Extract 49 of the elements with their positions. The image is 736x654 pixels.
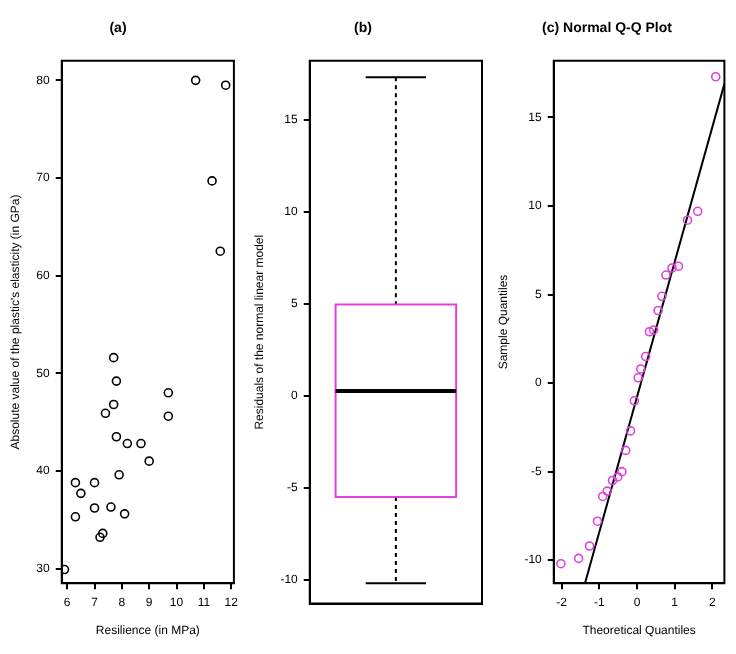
point xyxy=(661,270,671,280)
point xyxy=(95,532,105,543)
point xyxy=(163,387,174,398)
point xyxy=(617,466,627,477)
point xyxy=(100,408,111,419)
point xyxy=(89,477,100,488)
point xyxy=(190,75,201,86)
point xyxy=(114,470,124,480)
point xyxy=(640,351,651,362)
point xyxy=(144,456,154,466)
point xyxy=(119,509,130,519)
point xyxy=(635,364,646,374)
point xyxy=(710,71,721,82)
point xyxy=(136,438,146,449)
point xyxy=(106,502,116,512)
point xyxy=(612,472,623,482)
point xyxy=(644,326,655,337)
point xyxy=(633,372,643,383)
point xyxy=(163,411,174,422)
point xyxy=(122,438,133,449)
point xyxy=(70,511,81,522)
point xyxy=(111,376,122,386)
point xyxy=(620,445,631,456)
point xyxy=(89,503,100,513)
point xyxy=(607,475,618,486)
point xyxy=(629,396,640,406)
point xyxy=(648,325,659,335)
point xyxy=(692,206,703,217)
point xyxy=(556,558,566,569)
point xyxy=(76,488,86,499)
point xyxy=(111,431,122,442)
point xyxy=(673,261,684,272)
point xyxy=(592,516,603,527)
point xyxy=(108,352,119,363)
point xyxy=(602,486,613,496)
point xyxy=(625,426,636,436)
point xyxy=(597,491,608,502)
point xyxy=(108,399,119,410)
point xyxy=(653,305,663,316)
point xyxy=(70,477,81,488)
point xyxy=(97,528,108,539)
point xyxy=(215,246,226,257)
point xyxy=(667,263,677,273)
point xyxy=(682,215,693,225)
point xyxy=(573,553,584,564)
point xyxy=(207,176,217,186)
point xyxy=(220,80,231,91)
point xyxy=(584,541,595,551)
point xyxy=(657,291,667,302)
